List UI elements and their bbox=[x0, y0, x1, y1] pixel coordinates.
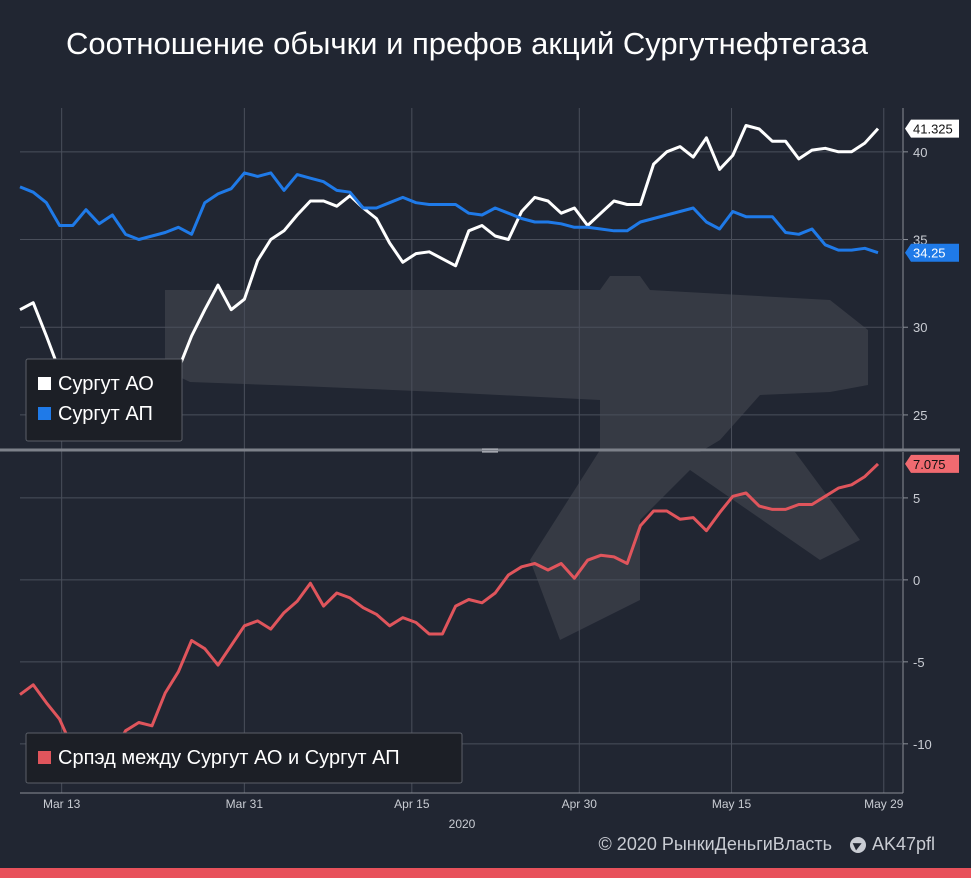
legend-top: Сургут АО Сургут АП bbox=[25, 358, 183, 442]
legend-label: Сургут АП bbox=[58, 403, 153, 425]
last-value-label: 7.075 bbox=[905, 454, 959, 473]
x-tick-label: Mar 13 bbox=[43, 797, 81, 811]
telegram-handle[interactable]: AK47pfl bbox=[849, 834, 935, 855]
chart-title: Соотношение обычки и префов акций Сургут… bbox=[66, 26, 868, 61]
bottom-accent-bar bbox=[0, 868, 971, 878]
y-tick-label: -10 bbox=[913, 737, 932, 752]
legend-box bbox=[25, 358, 183, 442]
copyright-text: © 2020 РынкиДеньгиВласть bbox=[598, 834, 832, 854]
legend-bottom: Српэд между Сургут АО и Сургут АП bbox=[25, 732, 463, 784]
last-value-text: 34.25 bbox=[913, 246, 946, 261]
legend-label: Српэд между Сургут АО и Сургут АП bbox=[58, 747, 400, 769]
y-tick-label: 0 bbox=[913, 573, 920, 588]
y-tick-label: -5 bbox=[913, 655, 925, 670]
series-line bbox=[19, 462, 880, 775]
x-tick-label: Apr 30 bbox=[562, 797, 598, 811]
legend-swatch bbox=[38, 377, 51, 390]
x-tick-label: May 29 bbox=[864, 797, 904, 811]
last-value-label: 34.25 bbox=[905, 243, 959, 262]
x-tick-label: Mar 31 bbox=[226, 797, 264, 811]
last-value-text: 41.325 bbox=[913, 122, 953, 137]
last-value-tag bbox=[905, 454, 959, 473]
y-tick-label: 5 bbox=[913, 491, 920, 506]
x-axis-year: 2020 bbox=[449, 817, 476, 831]
footer: © 2020 РынкиДеньгиВласть AK47pfl bbox=[599, 834, 935, 855]
last-value-text: 7.075 bbox=[913, 457, 946, 472]
telegram-icon bbox=[849, 837, 866, 854]
y-tick-label: 30 bbox=[913, 320, 927, 335]
legend-label: Сургут АО bbox=[58, 373, 154, 395]
last-value-tag bbox=[905, 119, 959, 138]
y-tick-label: 40 bbox=[913, 145, 927, 160]
legend-swatch bbox=[38, 407, 51, 420]
x-tick-label: Apr 15 bbox=[394, 797, 430, 811]
y-tick-label: 25 bbox=[913, 408, 927, 423]
legend-box bbox=[25, 732, 463, 784]
watermark-rifle-icon bbox=[165, 276, 868, 640]
last-value-label: 41.325 bbox=[905, 119, 959, 138]
legend-swatch bbox=[38, 751, 51, 764]
telegram-label[interactable]: AK47pfl bbox=[871, 834, 935, 854]
series-line bbox=[19, 171, 879, 255]
last-value-tag bbox=[905, 243, 959, 262]
x-tick-label: May 15 bbox=[712, 797, 752, 811]
